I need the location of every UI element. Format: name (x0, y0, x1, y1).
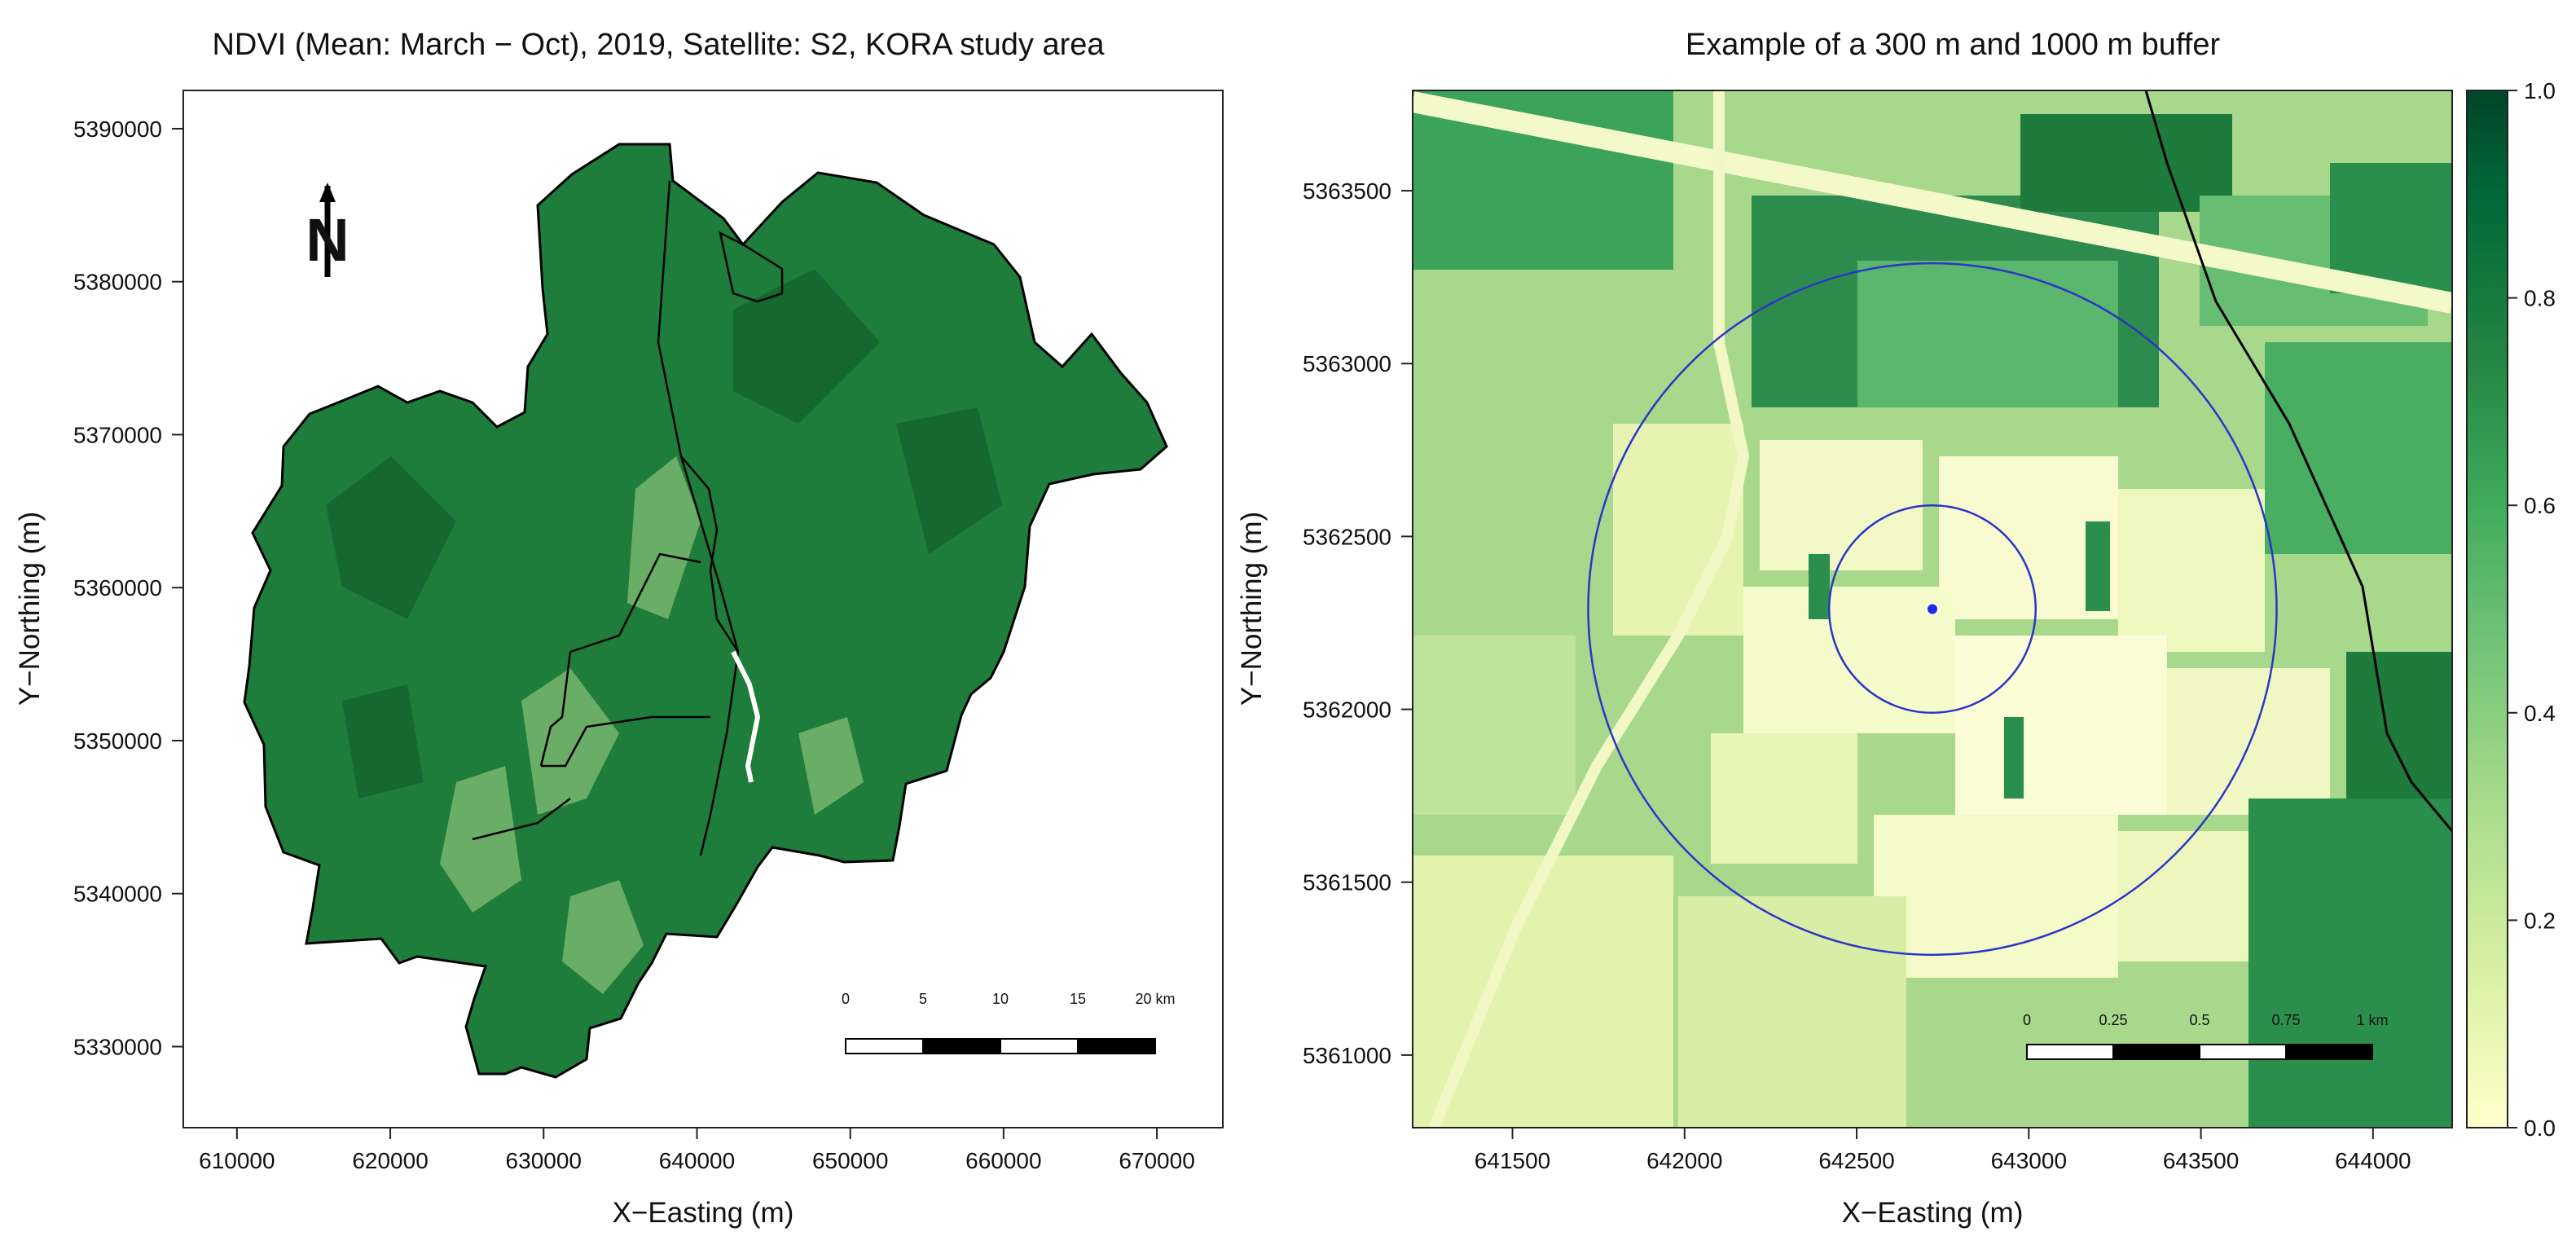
left-chart-title: NDVI (Mean: March − Oct), 2019, Satellit… (212, 28, 1105, 62)
right-scale-bar-label: 0.5 (2189, 1012, 2209, 1028)
right-x-tick-label: 642500 (1818, 1148, 1894, 1173)
right-x-tick-label: 641500 (1475, 1148, 1550, 1173)
left-scale-bar-label: 15 (1070, 991, 1086, 1007)
north-arrow-icon: N (306, 183, 349, 277)
left-x-tick-label: 670000 (1119, 1148, 1194, 1173)
right-scale-bar: 0 0.25 0.5 0.75 1 km (2023, 1012, 2389, 1060)
colorbar-tick-label: 0.2 (2524, 908, 2556, 933)
left-scale-bar-label: 10 (992, 991, 1009, 1007)
district-boundaries (472, 180, 784, 856)
left-y-tick-label: 5370000 (73, 422, 162, 447)
left-y-axis-title: Y−Northing (m) (14, 512, 46, 706)
left-scale-bar: 0 5 10 15 20 km (842, 991, 1176, 1054)
left-x-tick-label: 660000 (965, 1148, 1041, 1173)
right-scale-bar-label: 0.75 (2271, 1012, 2300, 1028)
right-y-tick-label: 5363000 (1303, 351, 1391, 376)
left-y-tick-label: 5330000 (73, 1034, 162, 1059)
right-x-tick-label: 643500 (2163, 1148, 2239, 1173)
left-y-tick-label: 5380000 (73, 270, 162, 295)
buffer-center-point (1928, 604, 1937, 614)
buffer-300m-circle (1827, 504, 2038, 715)
colorbar-tick-label: 0.6 (2524, 493, 2556, 518)
left-y-tick-label: 5340000 (73, 882, 162, 907)
left-x-tick-label: 640000 (659, 1148, 735, 1173)
left-scale-bar-label: 5 (919, 991, 927, 1007)
right-scale-bar-label: 0.25 (2099, 1012, 2127, 1028)
colorbar-tick-label: 0.8 (2524, 286, 2556, 311)
right-plot-frame (1412, 90, 2453, 1128)
right-x-axis-title: X−Easting (m) (1842, 1197, 2024, 1229)
colorbar-tick-label: 1.0 (2524, 78, 2556, 103)
left-x-tick-label: 610000 (199, 1148, 275, 1173)
left-x-axis-title: X−Easting (m) (613, 1197, 794, 1229)
buffer-1000m-circle (1587, 262, 2278, 957)
ndvi-light-patches (440, 456, 864, 994)
right-y-axis-title: Y−Northing (m) (1236, 512, 1268, 706)
right-y-tick-label: 5362000 (1303, 697, 1391, 723)
colorbar: 0.0 0.2 0.4 0.6 0.8 1.0 (2466, 78, 2556, 1141)
left-y-tick-label: 5360000 (73, 575, 162, 601)
left-y-tick-label: 5390000 (73, 117, 162, 142)
right-x-tick-label: 644000 (2335, 1148, 2411, 1173)
right-y-tick-label: 5362500 (1303, 524, 1391, 549)
colorbar-gradient (2466, 90, 2508, 1128)
left-x-tick-label: 620000 (352, 1148, 428, 1173)
left-x-tick-label: 630000 (506, 1148, 582, 1173)
colorbar-tick-label: 0.0 (2524, 1115, 2556, 1141)
buffer-example-panel: Example of a 300 m and 1000 m buffer (1236, 28, 2556, 1229)
right-chart-title: Example of a 300 m and 1000 m buffer (1686, 28, 2221, 62)
ndvi-study-area-panel: NDVI (Mean: March − Oct), 2019, Satellit… (14, 28, 1224, 1229)
left-axes: 610000 620000 630000 640000 650000 660000 6700… (73, 117, 1195, 1173)
buffers-layer (1587, 262, 2278, 957)
railway-line (2144, 90, 2452, 832)
left-scale-bar-label: 0 (842, 991, 850, 1007)
right-y-tick-label: 5361000 (1303, 1043, 1391, 1068)
left-x-tick-label: 650000 (812, 1148, 888, 1173)
right-axes: 641500 642000 642500 643000 643500 644000 5361… (1303, 178, 2411, 1173)
colorbar-tick-label: 0.4 (2524, 701, 2556, 726)
river (731, 650, 761, 783)
left-scale-bar-label: 20 km (1135, 991, 1175, 1007)
right-y-tick-label: 5361500 (1303, 870, 1391, 895)
right-x-tick-label: 643000 (1991, 1148, 2067, 1173)
ndvi-dark-patches (326, 269, 1002, 798)
right-scale-bar-label: 0 (2023, 1012, 2031, 1028)
right-x-tick-label: 642000 (1646, 1148, 1722, 1173)
right-scale-bar-label: 1 km (2356, 1012, 2388, 1028)
left-y-tick-label: 5350000 (73, 728, 162, 754)
right-y-tick-label: 5363500 (1303, 178, 1391, 204)
north-arrow-label: N (306, 206, 349, 274)
